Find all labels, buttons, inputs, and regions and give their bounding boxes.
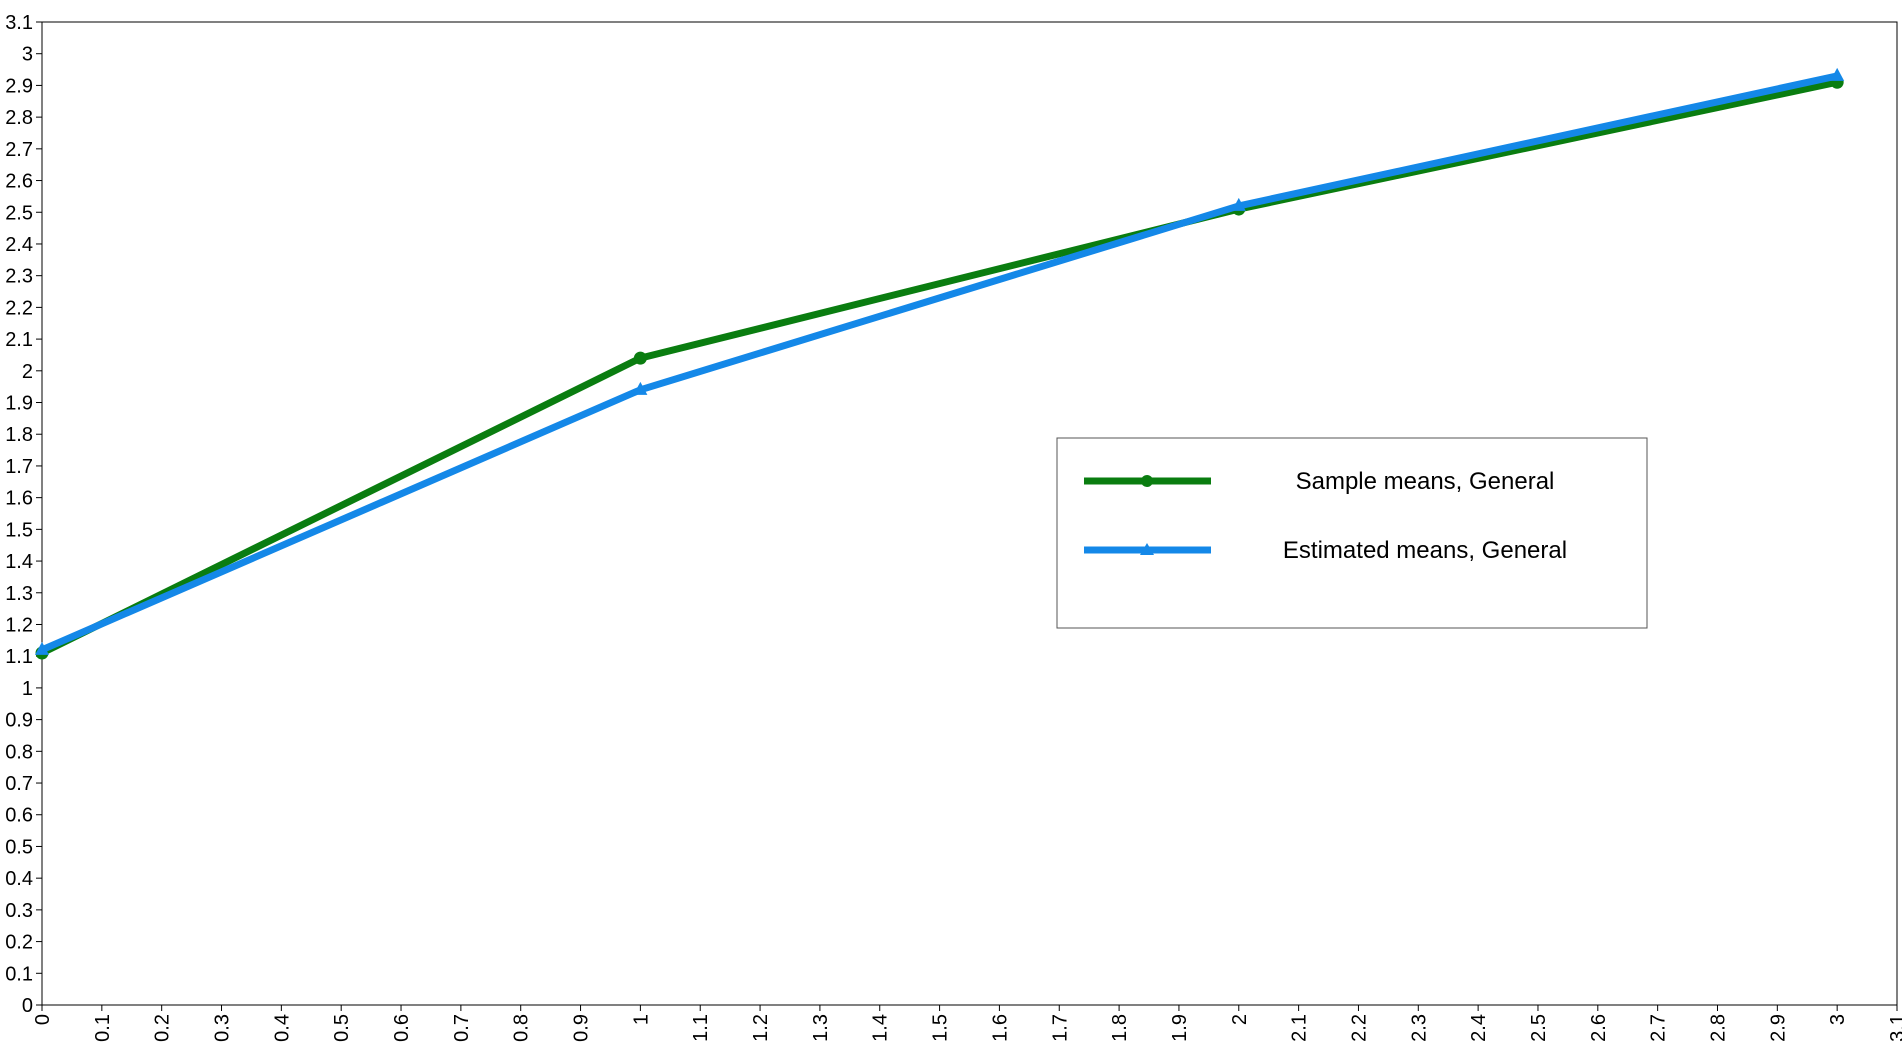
y-tick-label: 0.7 — [5, 773, 33, 795]
x-tick-label: 2.5 — [1528, 1014, 1550, 1042]
y-tick-label: 1.6 — [5, 488, 33, 510]
x-tick-label: 2.7 — [1648, 1014, 1670, 1042]
x-tick-label: 0.6 — [391, 1014, 413, 1042]
x-tick-label: 2.4 — [1468, 1014, 1490, 1042]
x-tick-label: 2.3 — [1408, 1014, 1430, 1042]
legend-marker-circle — [1141, 475, 1153, 487]
y-tick-label: 0.6 — [5, 805, 33, 827]
y-tick-label: 0.9 — [5, 710, 33, 732]
x-tick-label: 0.4 — [271, 1014, 293, 1042]
y-tick-label: 0 — [22, 995, 33, 1017]
y-tick-label: 2.9 — [5, 75, 33, 97]
y-tick-label: 0.1 — [5, 963, 33, 985]
data-point — [1231, 197, 1246, 211]
data-point — [1830, 67, 1845, 81]
y-tick-label: 2.4 — [5, 234, 33, 256]
y-tick-label: 3 — [22, 44, 33, 66]
x-tick-label: 1.5 — [930, 1014, 952, 1042]
series-layer — [35, 67, 1845, 660]
legend-label-sample-means: Sample means, General — [1296, 468, 1555, 495]
y-tick-label: 0.3 — [5, 900, 33, 922]
y-tick-label: 2.3 — [5, 266, 33, 288]
x-tick-label: 1 — [630, 1014, 652, 1025]
data-point — [35, 641, 49, 655]
x-tick-label: 0.8 — [511, 1014, 533, 1042]
y-tick-label: 0.4 — [5, 868, 33, 890]
x-tick-label: 0 — [32, 1014, 54, 1025]
y-tick-label: 2 — [22, 361, 33, 383]
y-tick-label: 2.8 — [5, 107, 33, 129]
x-tick-label: 1.3 — [810, 1014, 832, 1042]
x-tick-label: 2.1 — [1289, 1014, 1311, 1042]
x-tick-label: 1.7 — [1049, 1014, 1071, 1042]
y-tick-label: 2.6 — [5, 171, 33, 193]
x-tick-label: 0.2 — [152, 1014, 174, 1042]
x-tick-label: 0.3 — [212, 1014, 234, 1042]
y-tick-label: 1 — [22, 678, 33, 700]
y-tick-label: 1.4 — [5, 551, 33, 573]
data-point — [633, 351, 647, 365]
x-axis: 0 0.1 0.2 0.3 0.4 0.5 0.6 0.7 0.8 0.9 1 1.1 1.2 1.3 1.… — [32, 1005, 1902, 1042]
x-tick-label: 0.1 — [92, 1014, 114, 1042]
x-tick-label: 1.2 — [750, 1014, 772, 1042]
legend-box — [1056, 437, 1648, 629]
y-tick-label: 2.7 — [5, 139, 33, 161]
x-tick-label: 0.7 — [451, 1014, 473, 1042]
x-tick-label: 0.5 — [331, 1014, 353, 1042]
y-tick-label: 3.1 — [5, 12, 33, 34]
y-tick-label: 2.1 — [5, 329, 33, 351]
y-tick-label: 2.5 — [5, 202, 33, 224]
y-axis: 0 0.1 0.2 0.3 0.4 0.5 0.6 0.7 0.8 0.9 1 1.1 1.2 1.3 1.… — [5, 12, 42, 1017]
legend-marker-triangle — [1140, 543, 1154, 555]
series-line — [38, 78, 1841, 657]
legend: Sample means, General Estimated means, G… — [1056, 437, 1648, 629]
x-tick-label: 1.1 — [690, 1014, 712, 1042]
y-tick-label: 1.2 — [5, 614, 33, 636]
data-point — [633, 381, 648, 395]
x-tick-label: 1.8 — [1109, 1014, 1131, 1042]
x-tick-label: 1.9 — [1169, 1014, 1191, 1042]
x-tick-label: 2.9 — [1767, 1014, 1789, 1042]
y-tick-label: 1.3 — [5, 583, 33, 605]
x-tick-label: 2.8 — [1707, 1014, 1729, 1042]
series-line — [38, 72, 1841, 654]
y-tick-label: 1.9 — [5, 393, 33, 415]
y-tick-label: 0.2 — [5, 932, 33, 954]
y-tick-label: 1.8 — [5, 424, 33, 446]
x-tick-label: 1.6 — [989, 1014, 1011, 1042]
x-tick-label: 1.4 — [870, 1014, 892, 1042]
y-tick-label: 1.5 — [5, 519, 33, 541]
x-tick-label: 2 — [1229, 1014, 1251, 1025]
y-tick-label: 1.1 — [5, 646, 33, 668]
x-tick-label: 0.9 — [571, 1014, 593, 1042]
legend-label-estimated-means: Estimated means, General — [1283, 537, 1567, 564]
y-tick-label: 1.7 — [5, 456, 33, 478]
y-tick-label: 2.2 — [5, 297, 33, 319]
x-tick-label: 2.2 — [1348, 1014, 1370, 1042]
y-tick-label: 0.5 — [5, 836, 33, 858]
x-tick-label: 3 — [1827, 1014, 1849, 1025]
x-tick-label: 3.1 — [1887, 1014, 1902, 1042]
y-tick-label: 0.8 — [5, 741, 33, 763]
x-tick-label: 2.6 — [1588, 1014, 1610, 1042]
